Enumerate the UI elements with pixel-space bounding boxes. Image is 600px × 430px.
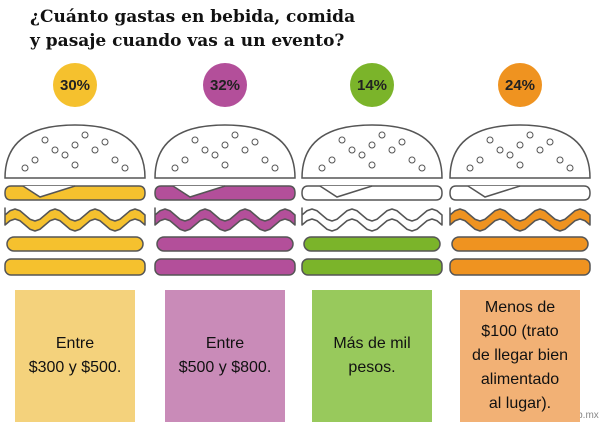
category-label: Entre [206, 335, 244, 352]
seed [358, 151, 366, 159]
seed [101, 138, 109, 146]
seed [536, 146, 544, 154]
category-label: alimentado [481, 371, 559, 388]
seed [31, 156, 39, 164]
seed [221, 141, 229, 149]
seed [566, 164, 574, 172]
seed [221, 161, 229, 169]
cheese-drip [319, 185, 373, 198]
lettuce [4, 207, 146, 232]
seed [61, 151, 69, 159]
seed [506, 151, 514, 159]
bun-top [449, 124, 591, 179]
bun-top [4, 124, 146, 179]
cheese-drip [22, 185, 76, 198]
lettuce [154, 207, 296, 232]
seed [171, 164, 179, 172]
seed [21, 164, 29, 172]
seed [338, 136, 346, 144]
lettuce [301, 207, 443, 232]
burger [154, 124, 296, 276]
seed [546, 138, 554, 146]
category-box [165, 290, 285, 422]
category-label: Entre [56, 335, 94, 352]
seed [378, 131, 386, 139]
seed [408, 156, 416, 164]
seed [368, 161, 376, 169]
seed [41, 136, 49, 144]
bun-bottom [4, 258, 146, 276]
seed [368, 141, 376, 149]
seed [241, 146, 249, 154]
value-label: 30% [60, 77, 90, 94]
seed [111, 156, 119, 164]
category-label: $100 (trato [481, 323, 558, 340]
seed [388, 146, 396, 154]
seed [418, 164, 426, 172]
lettuce [449, 207, 591, 232]
seed [476, 156, 484, 164]
value-label: 14% [357, 77, 387, 94]
category-label: de llegar bien [472, 347, 568, 364]
title-line: ¿Cuánto gastas en bebida, comida [30, 7, 355, 27]
bun-bottom [154, 258, 296, 276]
category-box [312, 290, 432, 422]
seed [348, 146, 356, 154]
burger [301, 124, 443, 276]
cheese-drip [172, 185, 226, 198]
seed [398, 138, 406, 146]
seed [201, 146, 209, 154]
badge-circle [498, 63, 542, 107]
seed [526, 131, 534, 139]
seed [261, 156, 269, 164]
value-label: 24% [505, 77, 535, 94]
bun-bottom [301, 258, 443, 276]
seed [271, 164, 279, 172]
category-label: Más de mil [333, 335, 410, 352]
seed [318, 164, 326, 172]
category-label: $500 y $800. [179, 359, 272, 376]
category-box [15, 290, 135, 422]
seed [328, 156, 336, 164]
seed [496, 146, 504, 154]
seed [91, 146, 99, 154]
category-label: al lugar). [489, 395, 551, 412]
value-label: 32% [210, 77, 240, 94]
seed [486, 136, 494, 144]
category-label: Menos de [485, 299, 555, 316]
category-box [460, 290, 580, 422]
cheese-drip [467, 185, 521, 198]
patty [6, 236, 144, 252]
badge-circle [203, 63, 247, 107]
seed [71, 141, 79, 149]
burger [4, 124, 146, 276]
category-label: $300 y $500. [29, 359, 122, 376]
bun-top [301, 124, 443, 179]
category-label: pesos. [348, 359, 395, 376]
patty [451, 236, 589, 252]
title-line: y pasaje cuando vas a un evento? [29, 31, 344, 51]
patty [303, 236, 441, 252]
badge-circle [53, 63, 97, 107]
seed [231, 131, 239, 139]
seed [191, 136, 199, 144]
bun-top [154, 124, 296, 179]
seed [121, 164, 129, 172]
seed [556, 156, 564, 164]
burger [449, 124, 591, 276]
seed [81, 131, 89, 139]
seed [51, 146, 59, 154]
source: gob.mx [566, 410, 599, 421]
bun-bottom [449, 258, 591, 276]
patty [156, 236, 294, 252]
seed [181, 156, 189, 164]
seed [71, 161, 79, 169]
seed [251, 138, 259, 146]
seed [211, 151, 219, 159]
seed [516, 161, 524, 169]
seed [466, 164, 474, 172]
badge-circle [350, 63, 394, 107]
seed [516, 141, 524, 149]
